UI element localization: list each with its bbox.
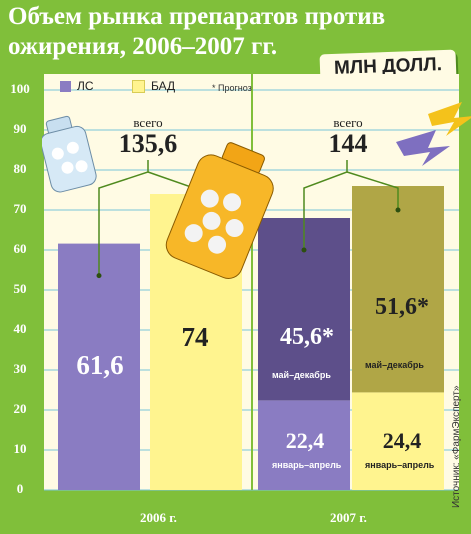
y-tick-label: 30 [13,361,27,376]
bracket-2007-right [346,171,399,210]
total-value-2006: 135,6 [118,129,178,158]
period-ls-2007-forecast: май–декабрь [272,370,331,380]
legend-label-bad: БАД [151,79,176,93]
legend-item-ls: ЛС [60,79,94,97]
legend-label-ls: ЛС [77,79,94,93]
y-tick-label: 0 [16,481,24,496]
bracket-2007-dot-left [301,247,307,253]
y-tick-label: 70 [13,201,27,216]
chart-svg [42,74,471,491]
y-tick-label: 40 [13,321,27,336]
bar-ls-2006 [58,243,140,490]
total-2006: всего 135,6 [108,116,188,158]
total-value-2007: 144 [328,129,368,158]
total-word-2006: всего [133,115,163,130]
y-tick-label: 50 [13,281,27,296]
value-ls-2007-actual: 22,4 [285,428,325,453]
y-tick-label: 80 [13,161,27,176]
arrow-purple-icon [396,130,450,166]
pill-bottle-small-icon [42,115,97,193]
x-label-2006: 2006 г. [140,510,177,525]
y-tick-label: 20 [13,401,27,416]
bar-bad-2007-actual [352,392,444,490]
source-note: Источник: «ФармЭксперт» [451,385,462,508]
period-ls-2007-actual: январь–апрель [272,460,342,470]
x-axis-band [44,506,459,534]
bar-bad-2007-forecast [352,186,444,393]
x-label-2007: 2007 г. [330,510,367,525]
value-bad-2007-actual: 24,4 [382,428,422,453]
arrow-yellow-icon [428,102,471,136]
bracket-2006-dot-left [96,273,102,279]
chart-title: Объем рынка препаратов против ожирения, … [8,3,386,60]
value-ls-2007-forecast: 45,6* [280,324,334,350]
pill-bottle-large-icon [165,142,274,279]
plot-area [42,74,471,506]
legend-swatch-ls [60,81,71,93]
y-tick-label: 90 [13,121,27,136]
period-bad-2007-actual: январь–апрель [365,460,435,470]
value-bad-2007-forecast: 51,6* [375,294,429,320]
bar-ls-2007-actual [258,400,350,490]
bracket-2007-dot-right [395,207,401,213]
period-bad-2007-forecast: май–декабрь [365,360,424,370]
legend-item-bad: БАД [132,79,175,97]
value-bad-2006: 74 [181,322,209,352]
bracket-2006-left [98,160,149,276]
bracket-2007-left [303,160,348,250]
legend-swatch-bad [132,80,145,94]
total-2007: всего 144 [308,116,388,158]
forecast-note: * Прогноз [212,83,252,93]
y-tick-label: 100 [10,81,30,96]
y-tick-label: 60 [13,241,27,256]
y-tick-label: 10 [13,441,27,456]
total-word-2007: всего [333,115,363,130]
value-ls-2006: 61,6 [76,350,124,380]
